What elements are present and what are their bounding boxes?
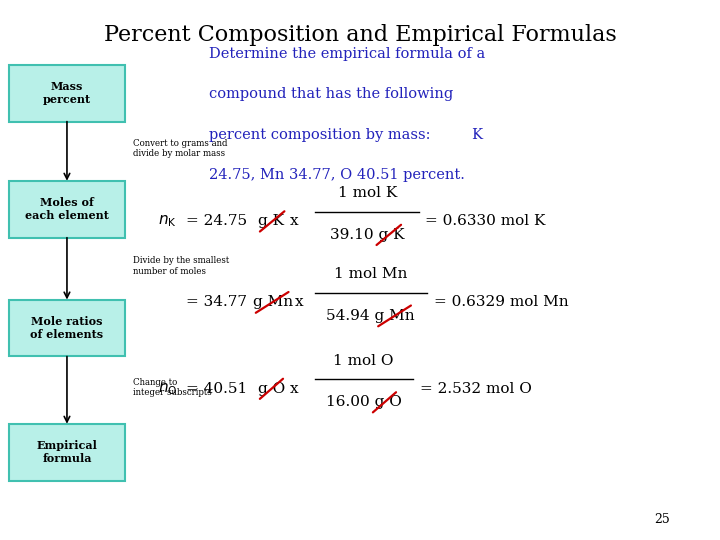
Text: Moles of
each element: Moles of each element: [25, 197, 109, 221]
Text: g Mn: g Mn: [253, 295, 294, 309]
Text: = 34.77: = 34.77: [186, 295, 251, 309]
Text: 1 mol K: 1 mol K: [338, 186, 397, 200]
FancyBboxPatch shape: [9, 300, 125, 356]
Text: Divide by the smallest
number of moles: Divide by the smallest number of moles: [133, 256, 230, 275]
FancyBboxPatch shape: [9, 181, 125, 238]
Text: = 2.532 mol O: = 2.532 mol O: [420, 382, 531, 396]
Text: = 24.75: = 24.75: [186, 214, 252, 228]
FancyBboxPatch shape: [9, 65, 125, 122]
Text: = 0.6329 mol Mn: = 0.6329 mol Mn: [434, 295, 569, 309]
Text: 1 mol O: 1 mol O: [333, 354, 394, 368]
Text: Percent Composition and Empirical Formulas: Percent Composition and Empirical Formul…: [104, 24, 616, 46]
Text: 54.94 g Mn: 54.94 g Mn: [326, 309, 415, 323]
Text: Mole ratios
of elements: Mole ratios of elements: [30, 316, 104, 340]
Text: 39.10 g K: 39.10 g K: [330, 228, 405, 242]
Text: 24.75, Mn 34.77, O 40.51 percent.: 24.75, Mn 34.77, O 40.51 percent.: [209, 168, 464, 183]
Text: Change to
integer subscripts: Change to integer subscripts: [133, 378, 212, 397]
Text: 16.00 g O: 16.00 g O: [325, 395, 402, 409]
Text: Determine the empirical formula of a: Determine the empirical formula of a: [209, 47, 485, 61]
Text: Empirical
formula: Empirical formula: [37, 440, 97, 464]
Text: = 40.51: = 40.51: [186, 382, 252, 396]
Text: 1 mol Mn: 1 mol Mn: [334, 267, 408, 281]
Text: $\mathit{n}_\mathrm{K}$: $\mathit{n}_\mathrm{K}$: [158, 213, 177, 230]
Text: Mass
percent: Mass percent: [43, 81, 91, 105]
Text: x: x: [289, 382, 298, 396]
FancyBboxPatch shape: [9, 424, 125, 481]
Text: percent composition by mass:         K: percent composition by mass: K: [209, 128, 483, 142]
Text: x: x: [295, 295, 304, 309]
Text: g O: g O: [258, 382, 285, 396]
Text: x: x: [289, 214, 298, 228]
Text: = 0.6330 mol K: = 0.6330 mol K: [425, 214, 545, 228]
Text: g K: g K: [258, 214, 284, 228]
Text: 25: 25: [654, 513, 670, 526]
Text: $\mathit{n}_\mathrm{O}$: $\mathit{n}_\mathrm{O}$: [158, 381, 178, 397]
Text: Convert to grams and
divide by molar mass: Convert to grams and divide by molar mas…: [133, 139, 228, 158]
Text: compound that has the following: compound that has the following: [209, 87, 453, 102]
